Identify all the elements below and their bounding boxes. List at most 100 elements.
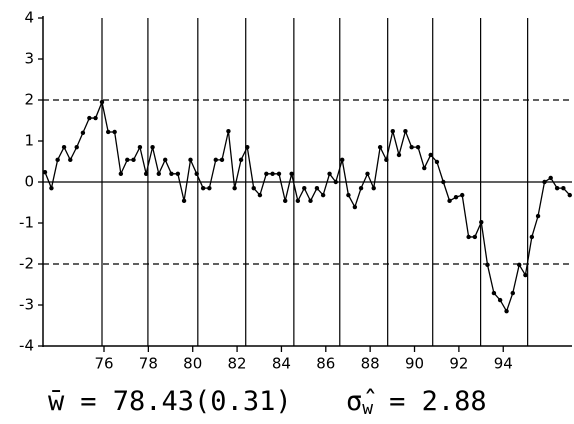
data-point xyxy=(529,234,535,240)
x-tick-label: 80 xyxy=(183,355,202,373)
data-point xyxy=(340,157,345,163)
annotation: σ̂w = 2.88 xyxy=(346,386,487,420)
data-point xyxy=(320,192,326,198)
data-point xyxy=(125,157,130,163)
data-point xyxy=(156,171,161,176)
data-point xyxy=(409,144,414,150)
data-point xyxy=(295,198,301,204)
data-point xyxy=(74,144,79,150)
x-tick-label: 92 xyxy=(449,355,468,373)
x-tick-label: 94 xyxy=(494,355,513,373)
data-point xyxy=(302,185,307,191)
data-point xyxy=(447,198,452,204)
data-point xyxy=(137,144,143,150)
annotation-text: = 78.43(0.31) xyxy=(80,386,291,417)
data-point xyxy=(270,171,275,176)
y-tick-label: -3 xyxy=(19,296,34,314)
data-point xyxy=(561,185,566,191)
data-point xyxy=(264,171,269,176)
data-point xyxy=(207,185,212,191)
data-point xyxy=(143,171,149,176)
data-line xyxy=(44,99,571,313)
data-point xyxy=(314,185,320,191)
data-point xyxy=(150,144,155,150)
data-point xyxy=(200,185,206,191)
data-point xyxy=(80,130,86,135)
data-point xyxy=(485,262,490,268)
data-point xyxy=(112,129,117,135)
x-tick-label: 78 xyxy=(139,355,158,373)
data-point xyxy=(333,179,338,185)
data-point xyxy=(49,185,54,191)
data-point xyxy=(358,185,364,191)
data-point xyxy=(163,157,168,163)
y-tick-label: 2 xyxy=(24,91,34,109)
y-tick-label: 3 xyxy=(24,50,34,68)
data-point xyxy=(460,192,465,198)
data-point xyxy=(517,262,522,268)
x-tick-label: 82 xyxy=(228,355,247,373)
data-point xyxy=(131,157,136,163)
data-point xyxy=(188,157,193,163)
data-point xyxy=(479,219,484,225)
data-point xyxy=(99,99,105,105)
data-point xyxy=(226,128,231,134)
data-point xyxy=(251,185,256,191)
data-point xyxy=(542,179,547,185)
data-point xyxy=(472,234,478,240)
data-point xyxy=(510,290,515,296)
data-point xyxy=(428,152,433,158)
data-point xyxy=(245,144,250,150)
data-point xyxy=(61,144,67,150)
x-tick-label: 90 xyxy=(405,355,424,373)
annotation: w̄ = 78.43(0.31) xyxy=(48,386,292,417)
data-point xyxy=(504,308,509,314)
y-tick-label: -2 xyxy=(19,255,34,273)
data-point xyxy=(238,157,244,163)
data-point xyxy=(175,171,181,176)
data-point xyxy=(42,169,48,175)
data-point xyxy=(497,297,503,303)
data-point xyxy=(535,213,541,219)
data-point xyxy=(106,129,111,135)
data-point xyxy=(403,128,408,134)
y-tick-label: -1 xyxy=(19,214,34,232)
data-point xyxy=(422,165,427,171)
data-point xyxy=(55,157,60,163)
y-tick-label: 0 xyxy=(24,173,34,191)
data-point xyxy=(346,192,351,198)
y-tick-label: 1 xyxy=(24,132,34,150)
data-point xyxy=(308,198,313,204)
annotation-text: = 2.88 xyxy=(389,386,487,417)
data-point xyxy=(441,179,446,185)
data-point xyxy=(466,234,471,240)
data-point xyxy=(415,144,421,150)
x-tick-label: 86 xyxy=(316,355,335,373)
data-point xyxy=(289,171,294,176)
data-point xyxy=(283,198,288,204)
y-tick-label: 4 xyxy=(24,9,34,27)
data-point xyxy=(327,171,332,176)
y-tick-label: -4 xyxy=(19,337,34,355)
data-point xyxy=(523,272,528,278)
data-point xyxy=(554,185,560,191)
data-point xyxy=(491,290,497,296)
data-point xyxy=(257,192,263,198)
data-point xyxy=(87,115,92,121)
data-point xyxy=(384,157,389,163)
data-point xyxy=(68,157,73,163)
annotation-symbol: w̄ xyxy=(48,386,65,417)
data-point xyxy=(213,157,218,163)
data-point xyxy=(365,171,370,176)
x-tick-label: 84 xyxy=(272,355,291,373)
data-point xyxy=(219,157,225,163)
data-point xyxy=(371,185,376,191)
data-point xyxy=(93,115,98,121)
data-point xyxy=(567,192,572,198)
data-point xyxy=(169,171,174,176)
data-point xyxy=(396,152,402,158)
annotation-subscript: w xyxy=(362,398,373,419)
data-point xyxy=(548,175,553,181)
data-point xyxy=(118,171,124,176)
